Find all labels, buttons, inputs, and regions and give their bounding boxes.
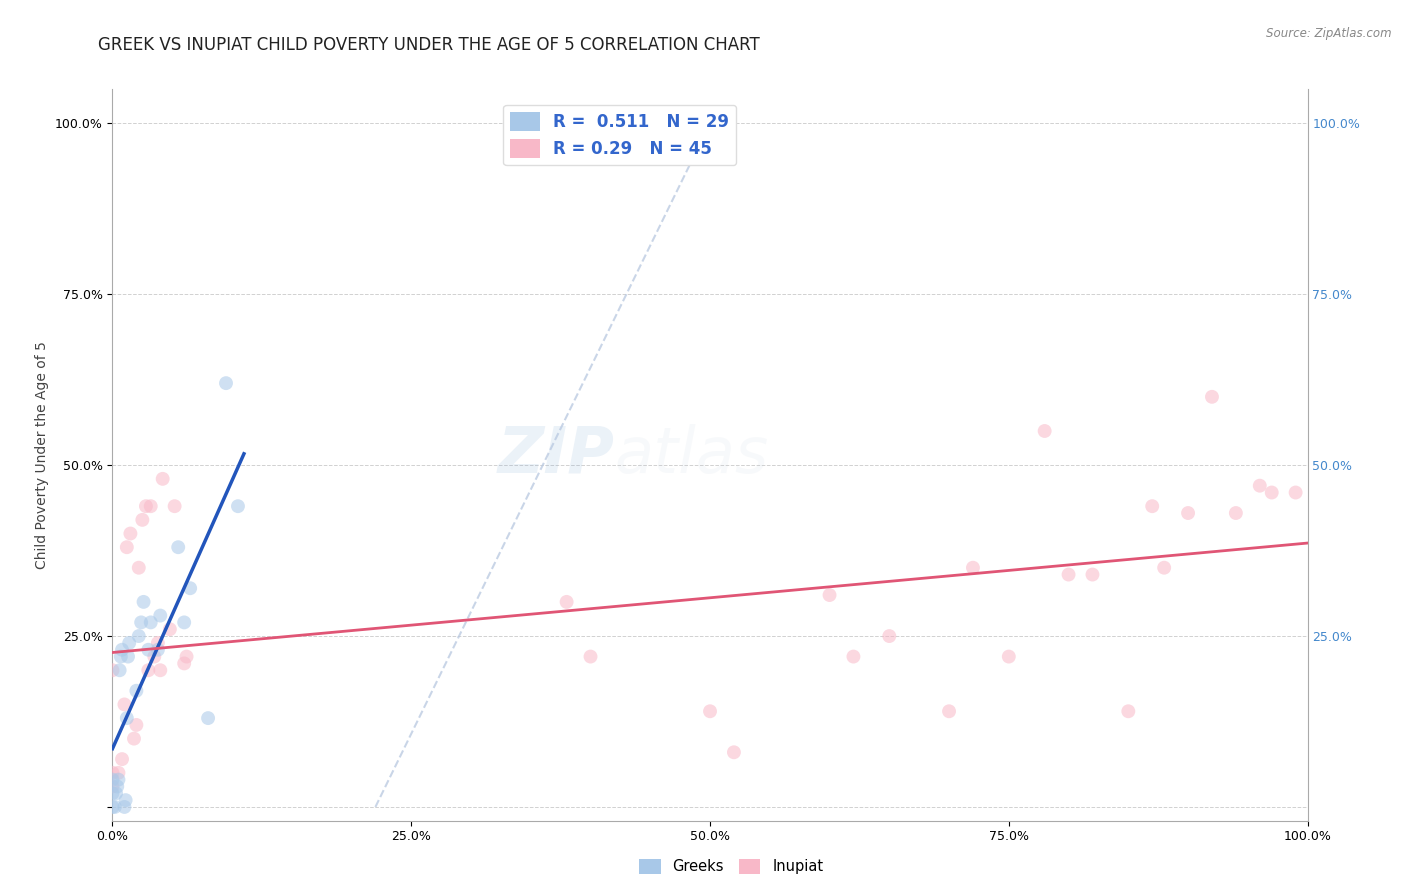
Point [125, 683, 148, 698]
Text: ZIP: ZIP [498, 424, 614, 486]
Point [143, 649, 166, 664]
Point [101, 800, 124, 814]
Point [723, 745, 745, 759]
Point [101, 786, 124, 800]
Point [118, 636, 141, 650]
Point [132, 595, 155, 609]
Point [111, 752, 134, 766]
Y-axis label: Child Poverty Under the Age of 5: Child Poverty Under the Age of 5 [35, 341, 49, 569]
Point [111, 642, 134, 657]
Point [1225, 506, 1247, 520]
Point [1285, 485, 1308, 500]
Point [1261, 485, 1284, 500]
Point [138, 663, 160, 677]
Point [179, 581, 201, 595]
Point [129, 615, 152, 630]
Point [159, 622, 181, 636]
Point [1033, 424, 1056, 438]
Text: atlas: atlas [614, 424, 769, 486]
Point [149, 663, 172, 677]
Point [114, 800, 135, 814]
Point [105, 780, 128, 794]
Point [1081, 567, 1104, 582]
Point [120, 526, 142, 541]
Point [146, 636, 169, 650]
Point [114, 698, 135, 712]
Point [226, 499, 249, 513]
Point [104, 800, 127, 814]
Point [115, 540, 138, 554]
Point [555, 595, 578, 609]
Point [128, 560, 150, 574]
Point [1201, 390, 1223, 404]
Point [1249, 478, 1271, 492]
Point [938, 704, 960, 718]
Text: GREEK VS INUPIAT CHILD POVERTY UNDER THE AGE OF 5 CORRELATION CHART: GREEK VS INUPIAT CHILD POVERTY UNDER THE… [98, 36, 761, 54]
Point [1177, 506, 1199, 520]
Point [152, 472, 174, 486]
Legend: R =  0.511   N = 29, R = 0.29   N = 45: R = 0.511 N = 29, R = 0.29 N = 45 [503, 105, 735, 165]
Text: Source: ZipAtlas.com: Source: ZipAtlas.com [1267, 27, 1392, 40]
Point [149, 608, 172, 623]
Point [173, 615, 195, 630]
Point [163, 499, 186, 513]
Point [108, 663, 131, 677]
Point [105, 786, 128, 800]
Point [107, 765, 129, 780]
Point [167, 540, 190, 554]
Point [131, 513, 153, 527]
Point [101, 663, 124, 677]
Point [818, 588, 841, 602]
Legend: Greeks, Inupiat: Greeks, Inupiat [633, 853, 830, 880]
Point [879, 629, 901, 643]
Point [1153, 560, 1175, 574]
Point [114, 793, 136, 807]
Point [962, 560, 984, 574]
Point [1118, 704, 1140, 718]
Point [215, 376, 238, 391]
Point [101, 780, 124, 794]
Point [1142, 499, 1164, 513]
Point [128, 629, 150, 643]
Point [173, 657, 195, 671]
Point [135, 499, 157, 513]
Point [139, 499, 162, 513]
Point [139, 615, 162, 630]
Point [197, 711, 219, 725]
Point [138, 642, 160, 657]
Point [1057, 567, 1080, 582]
Point [842, 649, 865, 664]
Point [699, 704, 721, 718]
Point [998, 649, 1021, 664]
Point [107, 772, 129, 787]
Point [115, 711, 138, 725]
Point [122, 731, 145, 746]
Point [101, 765, 124, 780]
Point [579, 649, 602, 664]
Point [146, 642, 169, 657]
Point [176, 649, 198, 664]
Point [101, 772, 124, 787]
Point [117, 649, 139, 664]
Point [110, 649, 132, 664]
Point [125, 718, 148, 732]
